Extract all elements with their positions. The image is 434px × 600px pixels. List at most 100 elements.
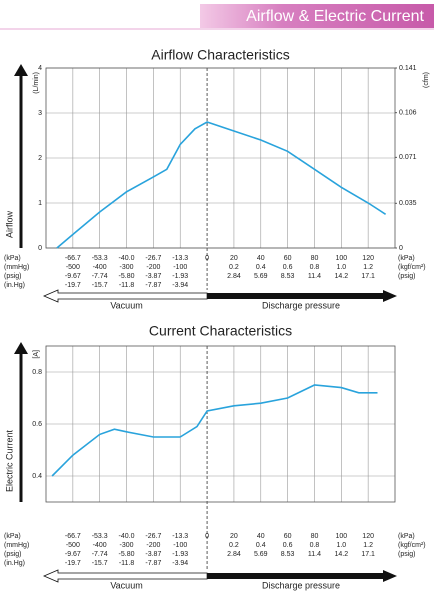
x-row-label: 14.2: [334, 551, 348, 558]
x-row-label: -500: [66, 264, 80, 271]
x-tick-label: -66.7: [65, 255, 81, 262]
x-tick-label: -53.3: [92, 533, 108, 540]
x-row-label: 17.1: [361, 551, 375, 558]
x-row-label: -19.7: [65, 560, 81, 567]
y-axis-label: Airflow: [4, 210, 14, 238]
x-tick-label: 60: [284, 533, 292, 540]
x-tick-label: 80: [311, 533, 319, 540]
x-row-label: -500: [66, 542, 80, 549]
x-tick-label: -66.7: [65, 533, 81, 540]
region-label: Vacuum: [110, 580, 142, 590]
x-row-label: -19.7: [65, 282, 81, 289]
y-tick-label: 0: [38, 245, 42, 252]
x-tick-label: 20: [230, 533, 238, 540]
x-tick-label: 100: [335, 533, 347, 540]
x-row-label: -1.93: [172, 273, 188, 280]
x-row-label: 1.0: [336, 542, 346, 549]
x-tick-label: -26.7: [145, 255, 161, 262]
y2-tick-label: 0.141: [399, 65, 417, 72]
x-row-label: 0.4: [256, 264, 266, 271]
x-unit-left: (kPa): [4, 533, 21, 540]
x-tick-label: 40: [257, 255, 265, 262]
x-row-label: 14.2: [334, 273, 348, 280]
x-row-label: -5.80: [119, 551, 135, 558]
y-tick-label: 0.8: [32, 369, 42, 376]
header-bar: [200, 4, 434, 28]
x-row-label: 8.53: [281, 551, 295, 558]
x-tick-label: -40.0: [119, 255, 135, 262]
x-row-label: -3.94: [172, 560, 188, 567]
x-row-unit-right: (psig): [398, 551, 416, 558]
x-row-label: -7.74: [92, 273, 108, 280]
region-label: Discharge pressure: [262, 580, 340, 590]
x-tick-label: 20: [230, 255, 238, 262]
y2-tick-label: 0: [399, 245, 403, 252]
discharge-arrow: [207, 570, 397, 582]
plot-frame: [45, 67, 396, 249]
header-title: Airflow & Electric Current: [246, 8, 424, 25]
y-tick-label: 1: [38, 200, 42, 207]
y-tick-label: 3: [38, 110, 42, 117]
x-tick-label: -26.7: [145, 533, 161, 540]
region-label: Discharge pressure: [262, 300, 340, 310]
x-row-label: 11.4: [308, 273, 321, 280]
y-tick-label: 2: [38, 155, 42, 162]
x-row-label: 8.53: [281, 273, 295, 280]
y-arrow-head: [14, 64, 28, 76]
y-axis-label: Electric Current: [4, 429, 14, 492]
x-row-label: -11.8: [119, 282, 135, 289]
x-row-label: -3.87: [145, 273, 161, 280]
x-row-label: 5.69: [254, 551, 268, 558]
x-unit-right: (kPa): [398, 533, 415, 540]
y2-unit: (cfm): [423, 72, 430, 88]
x-row-label: 2.84: [227, 273, 241, 280]
x-row-label: -400: [93, 264, 107, 271]
x-row-label: -9.67: [65, 551, 81, 558]
y-tick-label: 4: [38, 65, 42, 72]
x-tick-label: -13.3: [172, 255, 188, 262]
plot-frame: [45, 345, 396, 503]
x-row-unit-right: (psig): [398, 273, 416, 280]
x-row-label: 0.8: [310, 264, 320, 271]
x-tick-label: 80: [311, 255, 319, 262]
x-row-unit-right: (kgf/cm²): [398, 264, 426, 271]
y2-tick-label: 0.106: [399, 110, 417, 117]
x-row-label: -11.8: [119, 560, 135, 567]
x-row-label: 0.6: [283, 542, 293, 549]
x-tick-label: 0: [205, 255, 209, 262]
x-row-unit-left: (mmHg): [4, 542, 29, 549]
y-tick-label: 0.4: [32, 473, 42, 480]
x-row-unit-left: (mmHg): [4, 264, 29, 271]
x-row-label: 0.8: [310, 542, 320, 549]
x-row-label: -200: [146, 542, 160, 549]
x-row-label: 1.0: [336, 264, 346, 271]
x-row-label: -100: [173, 264, 187, 271]
x-row-label: 0.2: [229, 542, 239, 549]
y2-tick-label: 0.035: [399, 200, 417, 207]
data-line: [51, 384, 378, 477]
x-row-label: -3.94: [172, 282, 188, 289]
y2-tick-label: 0.071: [399, 154, 417, 161]
x-row-label: 5.69: [254, 273, 268, 280]
x-tick-label: -53.3: [92, 255, 108, 262]
x-row-label: -400: [93, 542, 107, 549]
x-tick-label: 120: [362, 255, 374, 262]
x-row-label: 11.4: [308, 551, 321, 558]
vacuum-arrow: [42, 569, 208, 583]
vacuum-arrow: [42, 289, 208, 303]
data-line: [56, 121, 387, 249]
x-tick-label: -13.3: [172, 533, 188, 540]
x-row-label: -7.87: [145, 282, 161, 289]
x-row-unit-left: (psig): [4, 273, 22, 280]
x-row-unit-left: (in.Hg): [4, 560, 25, 567]
y-unit: (L/min): [33, 72, 40, 94]
x-row-label: -300: [120, 542, 134, 549]
x-row-label: -3.87: [145, 551, 161, 558]
x-row-label: 0.2: [229, 264, 239, 271]
x-row-label: 0.6: [283, 264, 293, 271]
x-row-label: -300: [120, 264, 134, 271]
discharge-arrow: [207, 290, 397, 302]
x-row-label: -1.93: [172, 551, 188, 558]
x-unit-left: (kPa): [4, 255, 21, 262]
